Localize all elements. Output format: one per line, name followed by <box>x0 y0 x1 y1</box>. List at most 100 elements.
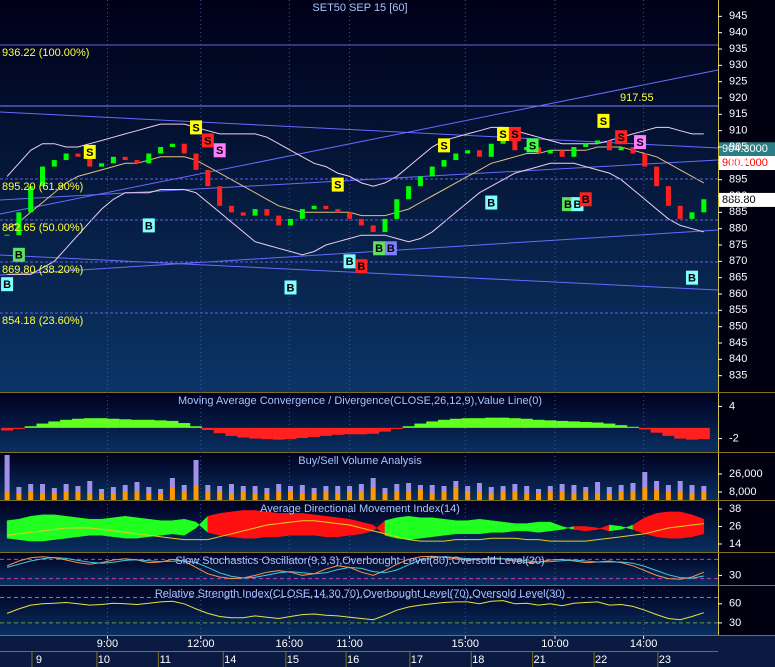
candle <box>370 225 376 232</box>
x-tick-label: 22 <box>595 654 607 666</box>
di-band <box>18 515 31 542</box>
histogram-bar <box>461 418 474 428</box>
signal-label: B <box>387 243 395 255</box>
level-label: 936.22 (100.00%) <box>2 47 89 59</box>
candle <box>654 166 660 187</box>
histogram-bar <box>402 426 415 428</box>
histogram-bar <box>591 422 604 428</box>
volume-bar <box>134 491 140 500</box>
volume-bar <box>323 492 329 500</box>
volume-bar <box>441 492 447 500</box>
volume-bar <box>382 488 388 493</box>
di-band <box>502 521 516 533</box>
histogram-bar <box>603 423 616 428</box>
signal-marker <box>615 130 628 145</box>
volume-bar <box>169 488 175 500</box>
volume-bar <box>288 492 294 500</box>
candle <box>677 205 683 219</box>
histogram-bar <box>497 417 510 428</box>
candle <box>382 218 388 232</box>
volume-bar <box>701 492 707 500</box>
histogram-bar <box>201 427 214 431</box>
y-tick-label: 935 <box>729 43 747 55</box>
signal-label: B <box>357 261 365 273</box>
histogram-bar <box>662 427 675 436</box>
volume-bar <box>417 485 423 490</box>
histogram-bar <box>107 418 120 428</box>
rsi-panel <box>0 586 718 635</box>
di-band <box>656 511 669 539</box>
price-tag <box>719 156 775 171</box>
candle <box>87 156 93 167</box>
x-tick-label: 16:00 <box>276 638 304 650</box>
di-band <box>101 517 114 537</box>
volume-bar <box>288 486 294 492</box>
histogram-bar <box>83 418 96 428</box>
y-tick-label: 945 <box>729 10 747 22</box>
volume-bar <box>394 491 400 500</box>
x-tick-label: 16 <box>347 654 359 666</box>
signal-label: S <box>86 147 93 159</box>
x-tick-label: 9:00 <box>97 638 118 650</box>
y-tick-label: 905 <box>729 141 747 153</box>
volume-bar <box>524 486 530 493</box>
volume-bar <box>193 460 199 486</box>
di-band <box>65 516 79 539</box>
di-band <box>54 514 67 540</box>
candle <box>595 140 601 144</box>
volume-bar <box>228 493 234 500</box>
candle <box>630 147 636 154</box>
di-band <box>479 518 492 535</box>
x-tick-label: 18 <box>472 654 484 666</box>
y-tick-label: 925 <box>729 76 747 88</box>
candle <box>618 147 624 151</box>
signal-label: B <box>564 199 572 211</box>
volume-bar <box>571 485 577 493</box>
candle <box>276 215 282 226</box>
volume-bar <box>583 492 589 500</box>
candle <box>28 186 34 213</box>
signal-label: B <box>346 256 354 268</box>
volume-bar <box>122 485 128 492</box>
volume-bar <box>335 493 341 500</box>
histogram-bar <box>213 427 226 434</box>
signal-label: S <box>600 116 607 128</box>
volume-bar <box>122 492 128 500</box>
volume-bar <box>559 491 565 500</box>
candle <box>311 205 317 210</box>
di-band <box>6 518 20 540</box>
candle <box>169 143 175 147</box>
candle <box>51 160 57 167</box>
candle <box>299 209 305 219</box>
signal-marker <box>355 259 368 274</box>
trend-line <box>0 159 719 201</box>
signal-label: S <box>617 132 624 144</box>
di-band <box>337 517 350 537</box>
volume-bar <box>642 472 648 488</box>
volume-bar <box>264 493 270 500</box>
histogram-bar <box>12 427 25 429</box>
di-band <box>455 520 468 535</box>
signal-marker <box>83 144 96 159</box>
volume-bar <box>87 493 93 500</box>
volume-bar <box>630 491 636 500</box>
di-band <box>124 516 138 539</box>
di-band <box>77 517 90 537</box>
volume-bar <box>51 493 57 500</box>
candle <box>583 143 589 147</box>
candle <box>512 140 518 151</box>
volume-bar <box>524 493 530 500</box>
volume-bar <box>453 481 459 488</box>
volume-bar <box>4 455 10 491</box>
di-band <box>148 518 161 537</box>
indicator-line <box>6 556 704 579</box>
volume-bar <box>16 487 22 493</box>
y-tick-label: 840 <box>729 353 747 365</box>
signal-marker <box>597 113 610 128</box>
volume-bar <box>311 493 317 500</box>
di-band <box>691 514 705 538</box>
candle <box>441 160 447 167</box>
signal-label: B <box>145 220 153 232</box>
annotation-label: 917.55 <box>620 92 654 104</box>
